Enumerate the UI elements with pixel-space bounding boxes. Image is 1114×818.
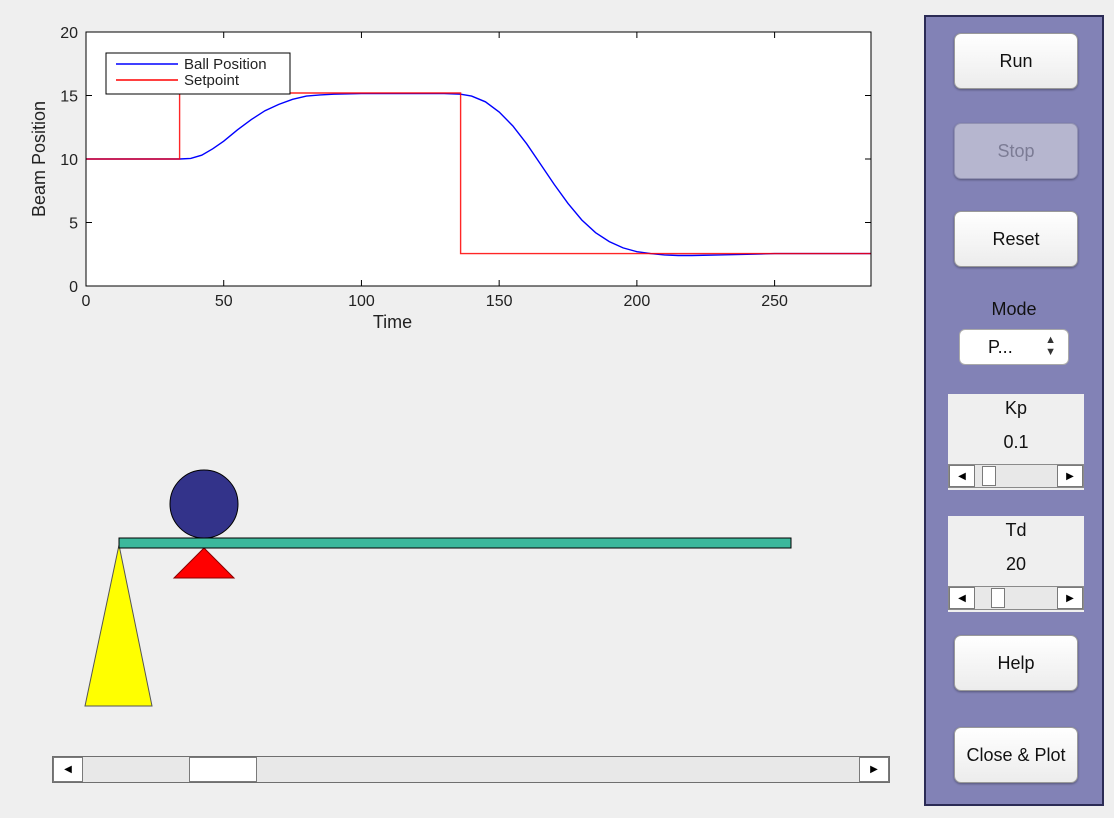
- kp-left-arrow-icon[interactable]: ◀: [949, 465, 975, 487]
- x-tick-label: 200: [624, 293, 651, 310]
- reset-button[interactable]: Reset: [954, 211, 1078, 267]
- td-label: Td: [1005, 520, 1027, 540]
- td-right-arrow-icon[interactable]: ▶: [1057, 587, 1083, 609]
- series-line-setpoint: [86, 92, 871, 255]
- slider-left-arrow-icon[interactable]: ◀: [53, 757, 83, 782]
- beam-plot-area: 0 50 100 150 200 250 0 5 10 15 20 Time Beam Position…: [29, 25, 872, 707]
- x-tick-label: 100: [348, 293, 375, 310]
- support-triangle: [84, 544, 153, 707]
- run-button[interactable]: Run: [954, 33, 1078, 89]
- td-slider[interactable]: ◀ ▶: [948, 586, 1084, 610]
- kp-right-arrow-icon[interactable]: ▶: [1057, 465, 1083, 487]
- mode-value: P...: [988, 337, 1013, 357]
- x-tick-label: 250: [761, 293, 788, 310]
- x-tick-label: 150: [486, 293, 513, 310]
- td-slider-thumb[interactable]: [991, 588, 1006, 608]
- slider-thumb[interactable]: [189, 757, 258, 782]
- x-tick-label: 0: [82, 293, 91, 310]
- y-tick-label: 20: [60, 25, 78, 42]
- legend-entry: Ball Position: [184, 56, 267, 73]
- y-tick-label: 10: [60, 152, 78, 169]
- td-value: 20: [1005, 554, 1027, 574]
- series-line-ball-position: [86, 92, 871, 257]
- y-tick-label: 15: [60, 89, 78, 106]
- y-tick-label: 5: [69, 216, 78, 233]
- ball-position-slider[interactable]: ◀ ▶: [52, 756, 890, 783]
- stop-button[interactable]: Stop: [954, 123, 1078, 179]
- control-panel: Run Stop Reset Mode P... ▲ ▼ Kp 0.1 ◀ ▶ T…: [924, 15, 1104, 806]
- kp-slider[interactable]: ◀ ▶: [948, 464, 1084, 488]
- x-tick-label: 50: [215, 293, 233, 310]
- select-arrows-icon: ▲ ▼: [1045, 334, 1056, 358]
- slider-right-arrow-icon[interactable]: ▶: [859, 757, 889, 782]
- td-control: Td 20 ◀ ▶: [948, 516, 1084, 612]
- plot-frame: [85, 31, 872, 287]
- mode-label: Mode: [991, 299, 1037, 319]
- kp-slider-thumb[interactable]: [981, 466, 996, 486]
- position-chart: 0 50 100 150 200 250 0 5 10 15 20 Time Beam Position…: [29, 25, 872, 332]
- kp-value: 0.1: [1003, 432, 1029, 452]
- close-plot-button[interactable]: Close & Plot: [954, 727, 1078, 783]
- kp-label: Kp: [1004, 398, 1028, 418]
- kp-control: Kp 0.1 ◀ ▶: [948, 394, 1084, 490]
- mode-select[interactable]: P... ▲ ▼: [959, 329, 1069, 365]
- x-axis-label: Time: [373, 312, 412, 332]
- ball[interactable]: [169, 469, 239, 539]
- pivot-triangle: [172, 547, 236, 579]
- legend-box: [105, 52, 291, 95]
- legend-entry: Setpoint: [184, 72, 240, 89]
- help-button[interactable]: Help: [954, 635, 1078, 691]
- y-tick-label: 0: [69, 279, 78, 296]
- y-axis-label: Beam Position: [29, 101, 49, 217]
- ball-beam-animation: [84, 469, 792, 707]
- td-left-arrow-icon[interactable]: ◀: [949, 587, 975, 609]
- beam: [118, 537, 792, 549]
